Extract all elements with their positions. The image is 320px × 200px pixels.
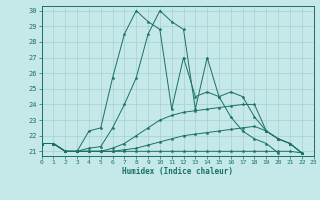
X-axis label: Humidex (Indice chaleur): Humidex (Indice chaleur) <box>122 167 233 176</box>
